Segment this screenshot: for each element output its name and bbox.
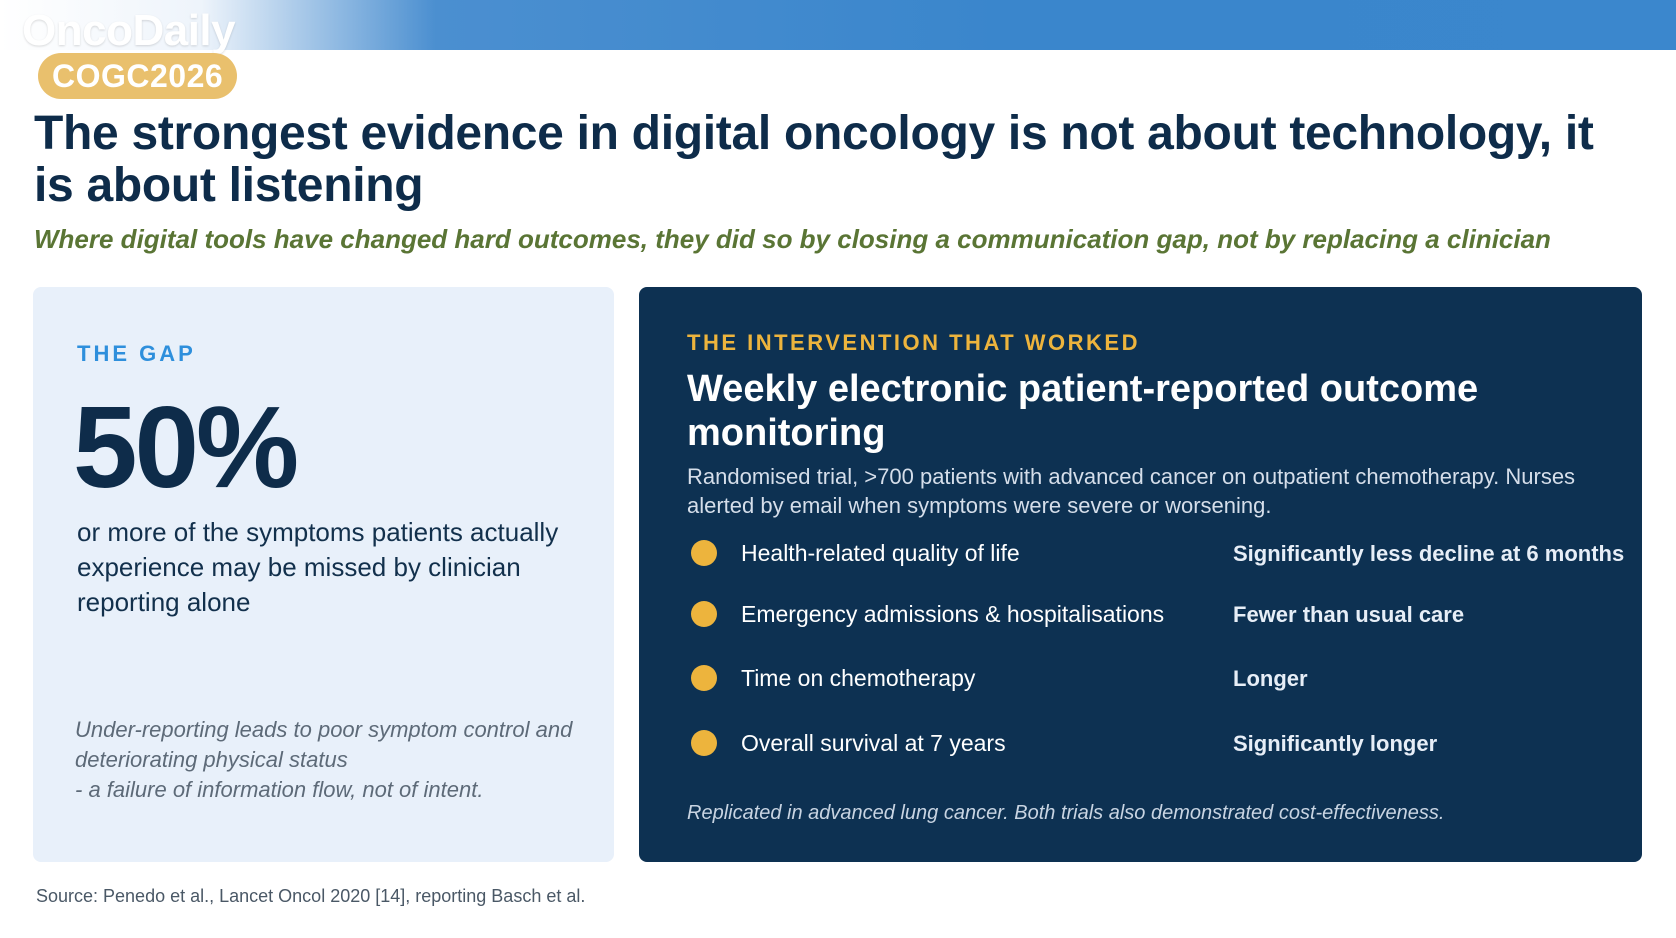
header-bar <box>0 0 1676 50</box>
intervention-footnote: Replicated in advanced lung cancer. Both… <box>687 802 1445 824</box>
outcome-row: Health-related quality of life Significa… <box>639 532 1642 572</box>
outcome-label: Health-related quality of life <box>741 540 1020 566</box>
outcome-result: Significantly less decline at 6 months <box>1233 541 1625 566</box>
source-citation: Source: Penedo et al., Lancet Oncol 2020… <box>36 886 586 906</box>
outcome-label: Emergency admissions & hospitalisations <box>741 601 1165 627</box>
outcome-label: Time on chemotherapy <box>741 665 976 691</box>
bullet-dot-icon <box>691 601 717 627</box>
intervention-title: Weekly electronic patient-reported outco… <box>687 368 1479 454</box>
gap-stat: 50% <box>73 382 299 512</box>
gap-note-line2: - a failure of information flow, not of … <box>75 777 484 802</box>
outcome-list: Health-related quality of life Significa… <box>639 287 1642 862</box>
slide-title: The strongest evidence in digital oncolo… <box>34 107 1594 212</box>
gap-note: Under-reporting leads to poor symptom co… <box>75 715 585 805</box>
outcome-label: Overall survival at 7 years <box>741 730 1006 756</box>
intervention-description: Randomised trial, >700 patients with adv… <box>687 464 1576 518</box>
outcome-result: Longer <box>1233 666 1308 691</box>
gap-label: THE GAP <box>77 341 196 366</box>
bullet-dot-icon <box>691 730 717 756</box>
gap-note-line1: Under-reporting leads to poor symptom co… <box>75 717 573 772</box>
slide-subtitle: Where digital tools have changed hard ou… <box>34 224 1551 254</box>
gap-card: THE GAP 50% or more of the symptoms pati… <box>33 287 614 862</box>
outcome-row: Overall survival at 7 years Significantl… <box>639 722 1642 762</box>
brand-logo: OncoDaily <box>22 6 236 55</box>
conference-badge: COGC2026 <box>38 53 238 99</box>
bullet-dot-icon <box>691 540 717 566</box>
intervention-card: THE INTERVENTION THAT WORKED Weekly elec… <box>639 287 1642 862</box>
intervention-label: THE INTERVENTION THAT WORKED <box>687 330 1140 355</box>
outcome-row: Emergency admissions & hospitalisations … <box>639 593 1642 633</box>
gap-description: or more of the symptoms patients actuall… <box>77 517 559 617</box>
outcome-result: Fewer than usual care <box>1233 602 1465 627</box>
outcome-result: Significantly longer <box>1233 731 1438 756</box>
outcome-row: Time on chemotherapy Longer <box>639 657 1642 697</box>
bullet-dot-icon <box>691 665 717 691</box>
